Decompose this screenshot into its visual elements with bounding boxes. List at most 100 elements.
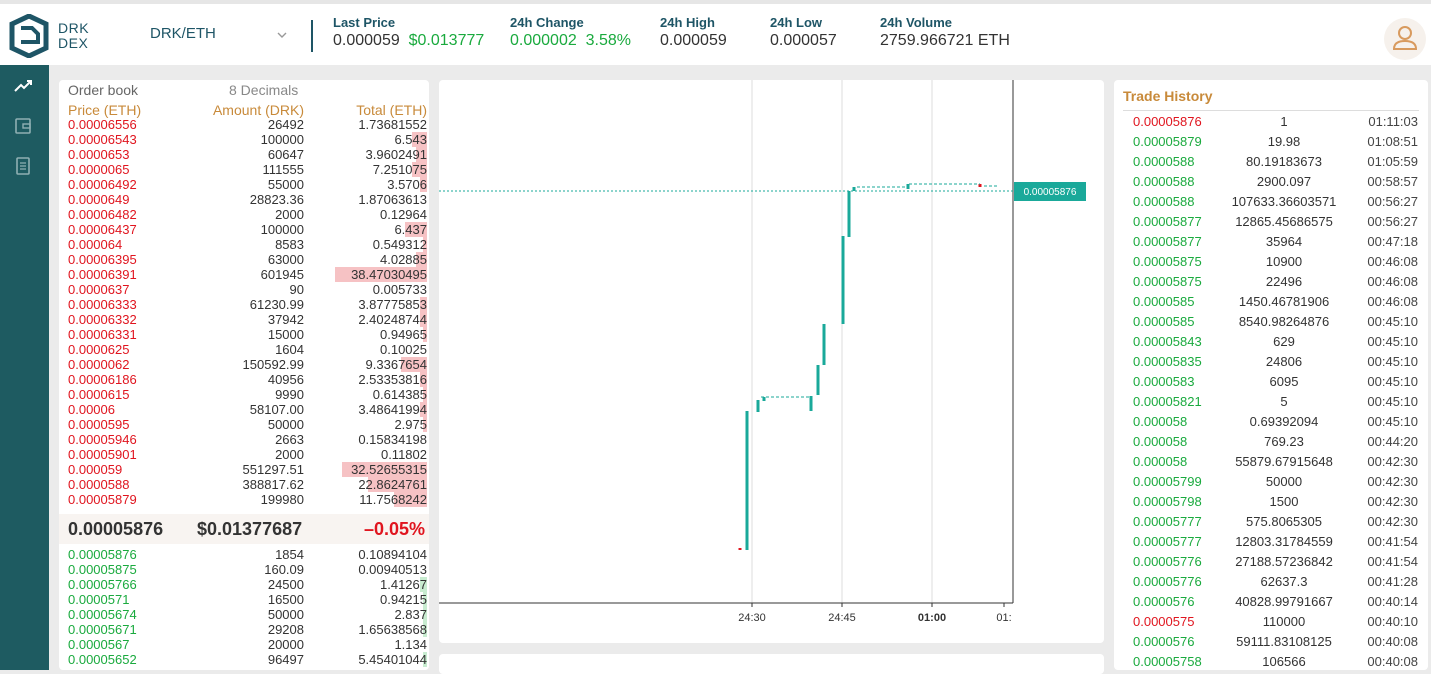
trade-price: 0.000058 <box>1133 454 1188 469</box>
candle[interactable] <box>762 397 766 401</box>
trade-price: 0.0000576 <box>1133 634 1195 649</box>
ask-row[interactable]: 0.00006492 55000 3.5706 <box>59 177 429 192</box>
ask-row[interactable]: 0.00006391 601945 38.47030495 <box>59 267 429 282</box>
bid-row[interactable]: 0.00005671 29208 1.65638568 <box>59 622 429 637</box>
price-chart[interactable]: 0.00005876 24:30 24:45 01:00 01: <box>439 80 1104 643</box>
trade-row[interactable]: 0.00005877 12865.45686575 00:56:27 <box>1114 212 1428 232</box>
trade-row[interactable]: 0.00005777 12803.31784559 00:41:54 <box>1114 532 1428 552</box>
bid-row[interactable]: 0.00005652 96497 5.45401044 <box>59 652 429 667</box>
trade-row[interactable]: 0.00005776 27188.57236842 00:41:54 <box>1114 552 1428 572</box>
ask-row[interactable]: 0.00006333 61230.99 3.87775853 <box>59 297 429 312</box>
candle[interactable] <box>841 236 845 324</box>
order-price: 0.00005766 <box>68 577 137 592</box>
ask-row[interactable]: 0.0000615 9990 0.614385 <box>59 387 429 402</box>
ask-row[interactable]: 0.0000649 28823.36 1.87063613 <box>59 192 429 207</box>
trade-row[interactable]: 0.00005777 575.8065305 00:42:30 <box>1114 512 1428 532</box>
bid-row[interactable]: 0.0000567 20000 1.134 <box>59 637 429 652</box>
trade-row[interactable]: 0.0000575 110000 00:40:10 <box>1114 612 1428 632</box>
bid-row[interactable]: 0.00005766 24500 1.41267 <box>59 577 429 592</box>
trade-row[interactable]: 0.0000576 40828.99791667 00:40:14 <box>1114 592 1428 612</box>
trade-row[interactable]: 0.00005877 35964 00:47:18 <box>1114 232 1428 252</box>
wallet-icon[interactable] <box>12 115 34 137</box>
trade-row[interactable]: 0.0000585 8540.98264876 00:45:10 <box>1114 312 1428 332</box>
ask-row[interactable]: 0.00006482 2000 0.12964 <box>59 207 429 222</box>
trade-row[interactable]: 0.00005875 10900 00:46:08 <box>1114 252 1428 272</box>
candle[interactable] <box>745 411 749 550</box>
trade-row[interactable]: 0.00005879 19.98 01:08:51 <box>1114 132 1428 152</box>
ask-row[interactable]: 0.00006543 100000 6.543 <box>59 132 429 147</box>
ask-row[interactable]: 0.00006395 63000 4.02885 <box>59 252 429 267</box>
order-price: 0.00006543 <box>68 132 137 147</box>
trade-row[interactable]: 0.00005821 5 00:45:10 <box>1114 392 1428 412</box>
trade-row[interactable]: 0.0000576 59111.83108125 00:40:08 <box>1114 632 1428 652</box>
chevron-down-icon[interactable] <box>276 29 288 41</box>
trade-row[interactable]: 0.0000588 2900.097 00:58:57 <box>1114 172 1428 192</box>
drk-logo-icon[interactable] <box>8 14 50 58</box>
trade-row[interactable]: 0.00005758 106566 00:40:08 <box>1114 652 1428 670</box>
candle[interactable] <box>738 548 742 550</box>
candle[interactable] <box>847 191 851 237</box>
candle[interactable] <box>852 187 856 191</box>
ask-row[interactable]: 0.00006 58107.00 3.48641994 <box>59 402 429 417</box>
ask-row[interactable]: 0.00006331 15000 0.94965 <box>59 327 429 342</box>
ask-row[interactable]: 0.00006186 40956 2.53353816 <box>59 372 429 387</box>
ask-row[interactable]: 0.0000637 90 0.005733 <box>59 282 429 297</box>
trade-row[interactable]: 0.0000583 6095 00:45:10 <box>1114 372 1428 392</box>
trade-row[interactable]: 0.00005798 1500 00:42:30 <box>1114 492 1428 512</box>
candle[interactable] <box>822 324 826 365</box>
document-icon[interactable] <box>12 155 34 177</box>
pair-selector[interactable]: DRK/ETH <box>150 25 216 42</box>
trade-amount: 769.23 <box>1264 434 1304 449</box>
trade-row[interactable]: 0.0000585 1450.46781906 00:46:08 <box>1114 292 1428 312</box>
bid-row[interactable]: 0.00005674 50000 2.837 <box>59 607 429 622</box>
bid-row[interactable]: 0.00005875 160.09 0.00940513 <box>59 562 429 577</box>
asks-list: 0.00006556 26492 1.73681552 0.00006543 10000… <box>59 117 429 507</box>
decimals-selector[interactable]: 8 Decimals <box>229 82 299 98</box>
chart-panel[interactable]: 0.00005876 24:30 24:45 01:00 01: <box>439 80 1104 643</box>
trade-row[interactable]: 0.00005876 1 01:11:03 <box>1114 112 1428 132</box>
trade-row[interactable]: 0.000058 769.23 00:44:20 <box>1114 432 1428 452</box>
trade-time: 00:46:08 <box>1367 294 1418 309</box>
trade-row[interactable]: 0.0000588 107633.36603571 00:56:27 <box>1114 192 1428 212</box>
candle[interactable] <box>816 365 820 395</box>
ask-row[interactable]: 0.00005879 199980 11.7568242 <box>59 492 429 507</box>
ask-row[interactable]: 0.00005901 2000 0.11802 <box>59 447 429 462</box>
trade-row[interactable]: 0.00005835 24806 00:45:10 <box>1114 352 1428 372</box>
ask-row[interactable]: 0.000064 8583 0.549312 <box>59 237 429 252</box>
candle[interactable] <box>809 396 813 411</box>
order-price: 0.000059 <box>68 462 123 477</box>
order-amount: 29208 <box>267 622 304 637</box>
ask-row[interactable]: 0.0000065 111555 7.251075 <box>59 162 429 177</box>
ask-row[interactable]: 0.0000625 1604 0.10025 <box>59 342 429 357</box>
ask-row[interactable]: 0.000059 551297.51 32.52655315 <box>59 462 429 477</box>
order-price: 0.0000615 <box>68 387 130 402</box>
ask-row[interactable]: 0.0000062 150592.99 9.3367654 <box>59 357 429 372</box>
bid-row[interactable]: 0.0000571 16500 0.94215 <box>59 592 429 607</box>
ask-row[interactable]: 0.0000588 388817.62 22.8624761 <box>59 477 429 492</box>
ask-row[interactable]: 0.00006556 26492 1.73681552 <box>59 117 429 132</box>
ask-row[interactable]: 0.00005946 2663 0.15834198 <box>59 432 429 447</box>
last-price-tag <box>1014 182 1086 201</box>
candle[interactable] <box>756 400 760 412</box>
ask-row[interactable]: 0.0000653 60647 3.9602491 <box>59 147 429 162</box>
depth-bar <box>419 177 427 192</box>
ask-row[interactable]: 0.00006437 100000 6.437 <box>59 222 429 237</box>
avatar[interactable] <box>1384 18 1426 60</box>
trade-row[interactable]: 0.00005843 629 00:45:10 <box>1114 332 1428 352</box>
ask-row[interactable]: 0.00006332 37942 2.40248744 <box>59 312 429 327</box>
trade-row[interactable]: 0.00005776 62637.3 00:41:28 <box>1114 572 1428 592</box>
trade-row[interactable]: 0.000058 55879.67915648 00:42:30 <box>1114 452 1428 472</box>
trade-row[interactable]: 0.0000588 80.19183673 01:05:59 <box>1114 152 1428 172</box>
trade-price: 0.000058 <box>1133 434 1188 449</box>
trade-row[interactable]: 0.00005799 50000 00:42:30 <box>1114 472 1428 492</box>
bid-row[interactable]: 0.00005876 1854 0.10894104 <box>59 547 429 562</box>
change-abs: 0.000002 <box>510 32 577 49</box>
order-total: 7.251075 <box>372 162 427 177</box>
depth-bar <box>419 402 427 417</box>
trade-row[interactable]: 0.000058 0.69392094 00:45:10 <box>1114 412 1428 432</box>
ask-row[interactable]: 0.0000595 50000 2.975 <box>59 417 429 432</box>
trade-amount: 27188.57236842 <box>1235 554 1333 569</box>
trend-chart-icon[interactable] <box>12 75 34 97</box>
trade-row[interactable]: 0.00005875 22496 00:46:08 <box>1114 272 1428 292</box>
candle[interactable] <box>978 184 982 187</box>
